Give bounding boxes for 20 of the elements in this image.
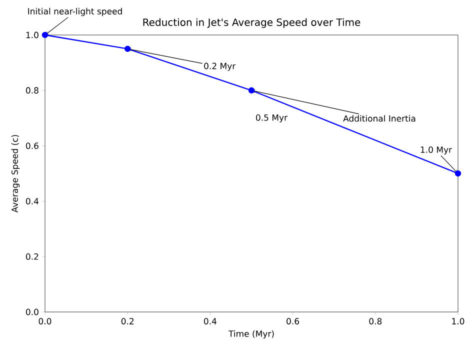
x-tick-label: 0.6 (286, 318, 300, 324)
annotation: 0.5 Myr (256, 114, 288, 122)
annotation: Initial near-light speed (28, 8, 122, 16)
x-tick-label: 0.0 (38, 318, 52, 324)
annotation: 0.2 Myr (204, 62, 236, 71)
y-axis-title: Average Speed (c) (11, 135, 20, 213)
chart-title: Reduction in Jet's Average Speed over Time (143, 18, 360, 28)
x-tick-label: 0.4 (204, 318, 216, 324)
x-axis-title: Time (Myr) (228, 330, 274, 339)
x-tick-label: 0.2 (121, 318, 134, 324)
y-tick-label: 0.0 (26, 308, 38, 316)
annotation: Additional Inertia (343, 115, 416, 122)
x-tick-label: 1.0 (452, 318, 464, 324)
y-tick-label: 0.4 (26, 198, 38, 204)
y-tick-label: 0.2 (26, 253, 38, 260)
annotation: 1.0 Myr (420, 146, 452, 155)
x-tick-label: 0.8 (369, 318, 382, 324)
y-tick-label: 0.6 (26, 142, 38, 150)
y-tick-label: 1.0 (26, 32, 38, 38)
y-tick-label: 0.8 (26, 87, 38, 94)
